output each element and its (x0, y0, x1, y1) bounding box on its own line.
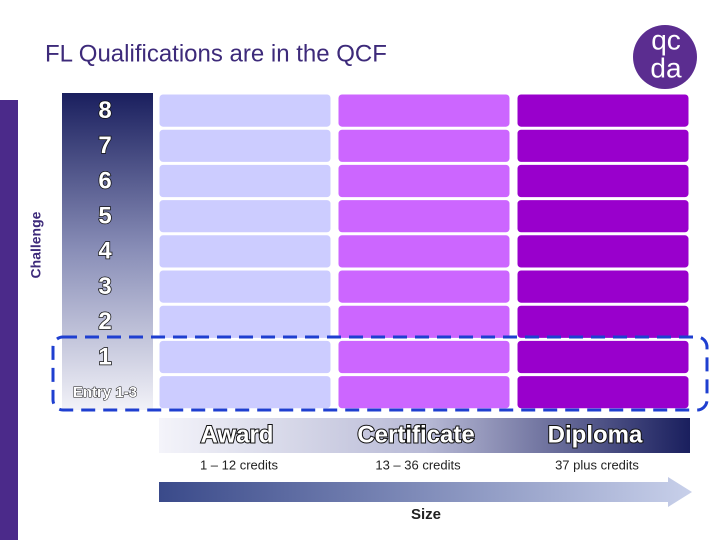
cell (158, 93, 332, 128)
cell (337, 234, 511, 269)
cell (337, 269, 511, 304)
cell (158, 339, 332, 375)
cell (516, 269, 690, 304)
level-label: 3 (98, 273, 111, 300)
title: FL Qualifications are in the QCF (45, 40, 387, 67)
cell (158, 199, 332, 234)
cell (337, 339, 511, 375)
column-label: Certificate (357, 421, 474, 448)
cell (516, 375, 690, 410)
levels: 8 7 6 5 4 3 2 1 Entry 1-3 (72, 96, 137, 401)
cell (337, 199, 511, 234)
level-label: 5 (98, 203, 111, 230)
cell (158, 128, 332, 163)
level-label: 8 (98, 97, 111, 124)
cell (158, 234, 332, 269)
cell (158, 375, 332, 410)
level-label: 6 (98, 167, 111, 194)
columns: Award 1 – 12 credits Certificate 13 – 36 cr… (200, 420, 644, 472)
cell (516, 128, 690, 163)
level-label: Entry 1-3 (73, 384, 137, 401)
cell (337, 93, 511, 128)
cell (516, 93, 690, 128)
size-arrow (159, 477, 692, 507)
level-label: 1 (98, 343, 111, 370)
cell (158, 163, 332, 199)
cell (516, 199, 690, 234)
logo-text: da (650, 52, 682, 83)
cell (337, 163, 511, 199)
cell (516, 339, 690, 375)
cell (337, 128, 511, 163)
logo: qc da (633, 24, 697, 89)
column-label: Diploma (548, 421, 643, 448)
credits-label: 37 plus credits (555, 457, 639, 472)
x-axis-label: Size (411, 506, 441, 523)
size-band (159, 418, 690, 453)
grid (158, 93, 690, 410)
cell (516, 234, 690, 269)
cell (337, 304, 511, 339)
column-label: Award (201, 421, 274, 448)
cell (158, 269, 332, 304)
level-label: 4 (98, 238, 112, 265)
side-stripe (0, 100, 18, 540)
level-label: 7 (98, 132, 111, 159)
cell (516, 163, 690, 199)
level-column (62, 93, 153, 410)
cell (158, 304, 332, 339)
level-label: 2 (98, 308, 111, 335)
cell (516, 304, 690, 339)
y-axis-label: Challenge (28, 211, 44, 278)
credits-label: 1 – 12 credits (200, 457, 279, 472)
cell (337, 375, 511, 410)
highlight-box (51, 335, 709, 412)
credits-label: 13 – 36 credits (375, 457, 461, 472)
logo-text: qc (651, 24, 681, 55)
